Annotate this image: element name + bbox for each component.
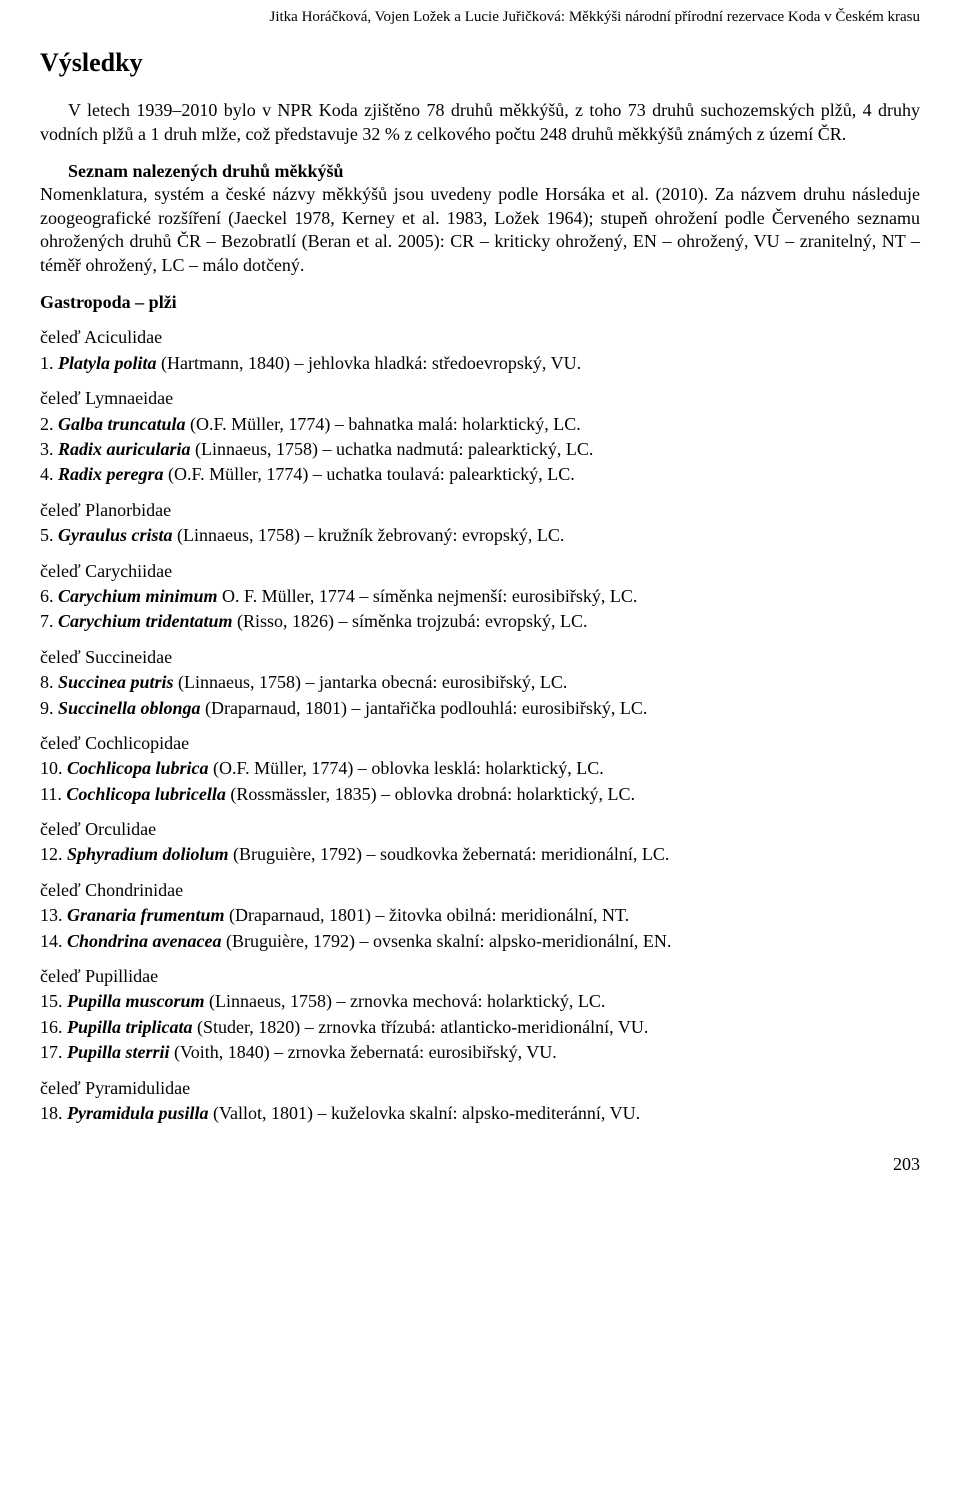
species-desc: (Linnaeus, 1758) – zrnovka mechová: hola… — [205, 991, 606, 1011]
page-title: Výsledky — [40, 46, 920, 80]
species-desc: (O.F. Müller, 1774) – uchatka toulavá: p… — [164, 464, 575, 484]
species-name: Radix peregra — [58, 464, 164, 484]
species-number: 11. — [40, 784, 66, 804]
list-heading: Seznam nalezených druhů měkkýšů — [68, 161, 344, 181]
species-number: 8. — [40, 672, 58, 692]
species-desc: (Draparnaud, 1801) – jantařička podlouhl… — [201, 698, 648, 718]
species-number: 13. — [40, 905, 67, 925]
species-number: 12. — [40, 844, 67, 864]
intro-paragraph-1: V letech 1939–2010 bylo v NPR Koda zjišt… — [40, 99, 920, 146]
species-line: 6. Carychium minimum O. F. Müller, 1774 … — [40, 585, 920, 608]
species-name: Pupilla muscorum — [67, 991, 205, 1011]
species-desc: (Bruguière, 1792) – ovsenka skalní: alps… — [222, 931, 672, 951]
species-desc: (Vallot, 1801) – kuželovka skalní: alpsk… — [209, 1103, 641, 1123]
running-header: Jitka Horáčková, Vojen Ložek a Lucie Juř… — [40, 8, 920, 28]
species-name: Carychium tridentatum — [58, 611, 233, 631]
species-name: Sphyradium doliolum — [67, 844, 229, 864]
species-number: 16. — [40, 1017, 67, 1037]
species-line: 5. Gyraulus crista (Linnaeus, 1758) – kr… — [40, 524, 920, 547]
family-heading: čeleď Cochlicopidae — [40, 732, 920, 755]
species-line: 15. Pupilla muscorum (Linnaeus, 1758) – … — [40, 990, 920, 1013]
species-desc: (O.F. Müller, 1774) – oblovka lesklá: ho… — [209, 758, 604, 778]
species-line: 8. Succinea putris (Linnaeus, 1758) – ja… — [40, 671, 920, 694]
species-line: 4. Radix peregra (O.F. Müller, 1774) – u… — [40, 463, 920, 486]
species-number: 18. — [40, 1103, 67, 1123]
species-name: Gyraulus crista — [58, 525, 173, 545]
species-number: 10. — [40, 758, 67, 778]
family-heading: čeleď Lymnaeidae — [40, 387, 920, 410]
species-line: 9. Succinella oblonga (Draparnaud, 1801)… — [40, 697, 920, 720]
species-number: 14. — [40, 931, 67, 951]
species-number: 3. — [40, 439, 58, 459]
family-heading: čeleď Planorbidae — [40, 499, 920, 522]
species-name: Carychium minimum — [58, 586, 218, 606]
species-line: 12. Sphyradium doliolum (Bruguière, 1792… — [40, 843, 920, 866]
species-desc: (Linnaeus, 1758) – kružník žebrovaný: ev… — [173, 525, 565, 545]
intro-paragraph-2: Seznam nalezených druhů měkkýšů Nomenkla… — [40, 160, 920, 277]
species-name: Chondrina avenacea — [67, 931, 222, 951]
species-desc: (Hartmann, 1840) – jehlovka hladká: stře… — [157, 353, 582, 373]
family-heading: čeleď Aciculidae — [40, 326, 920, 349]
species-number: 4. — [40, 464, 58, 484]
family-heading: čeleď Pupillidae — [40, 965, 920, 988]
species-name: Platyla polita — [58, 353, 157, 373]
species-number: 9. — [40, 698, 58, 718]
species-line: 18. Pyramidula pusilla (Vallot, 1801) – … — [40, 1102, 920, 1125]
family-heading: čeleď Orculidae — [40, 818, 920, 841]
species-name: Succinea putris — [58, 672, 174, 692]
family-heading: čeleď Chondrinidae — [40, 879, 920, 902]
family-heading: čeleď Pyramidulidae — [40, 1077, 920, 1100]
species-line: 3. Radix auricularia (Linnaeus, 1758) – … — [40, 438, 920, 461]
species-number: 5. — [40, 525, 58, 545]
species-line: 14. Chondrina avenacea (Bruguière, 1792)… — [40, 930, 920, 953]
species-number: 2. — [40, 414, 58, 434]
species-desc: (Draparnaud, 1801) – žitovka obilná: mer… — [225, 905, 630, 925]
species-desc: (O.F. Müller, 1774) – bahnatka malá: hol… — [186, 414, 581, 434]
species-desc: (Rossmässler, 1835) – oblovka drobná: ho… — [226, 784, 635, 804]
species-number: 15. — [40, 991, 67, 1011]
species-name: Radix auricularia — [58, 439, 191, 459]
family-heading: čeleď Succineidae — [40, 646, 920, 669]
species-line: 11. Cochlicopa lubricella (Rossmässler, … — [40, 783, 920, 806]
species-number: 17. — [40, 1042, 67, 1062]
species-line: 13. Granaria frumentum (Draparnaud, 1801… — [40, 904, 920, 927]
intro-paragraph-2-text: Nomenklatura, systém a české názvy měkký… — [40, 184, 920, 274]
species-name: Granaria frumentum — [67, 905, 225, 925]
page-number: 203 — [40, 1153, 920, 1176]
species-number: 6. — [40, 586, 58, 606]
family-heading: čeleď Carychiidae — [40, 560, 920, 583]
species-name: Pupilla triplicata — [67, 1017, 193, 1037]
species-line: 10. Cochlicopa lubrica (O.F. Müller, 177… — [40, 757, 920, 780]
species-name: Pyramidula pusilla — [67, 1103, 209, 1123]
species-line: 7. Carychium tridentatum (Risso, 1826) –… — [40, 610, 920, 633]
species-desc: (Risso, 1826) – síměnka trojzubá: evrops… — [233, 611, 588, 631]
species-desc: (Bruguière, 1792) – soudkovka žebernatá:… — [229, 844, 670, 864]
species-line: 17. Pupilla sterrii (Voith, 1840) – zrno… — [40, 1041, 920, 1064]
families-list: čeleď Aciculidae 1. Platyla polita (Hartm… — [40, 326, 920, 1125]
species-desc: (Linnaeus, 1758) – uchatka nadmutá: pale… — [191, 439, 594, 459]
species-desc: O. F. Müller, 1774 – síměnka nejmenší: e… — [218, 586, 638, 606]
species-number: 1. — [40, 353, 58, 373]
species-desc: (Voith, 1840) – zrnovka žebernatá: euros… — [170, 1042, 557, 1062]
species-line: 1. Platyla polita (Hartmann, 1840) – jeh… — [40, 352, 920, 375]
species-line: 2. Galba truncatula (O.F. Müller, 1774) … — [40, 413, 920, 436]
species-desc: (Linnaeus, 1758) – jantarka obecná: euro… — [174, 672, 568, 692]
species-name: Galba truncatula — [58, 414, 186, 434]
gastropoda-heading: Gastropoda – plži — [40, 291, 920, 314]
species-number: 7. — [40, 611, 58, 631]
species-name: Cochlicopa lubrica — [67, 758, 209, 778]
species-line: 16. Pupilla triplicata (Studer, 1820) – … — [40, 1016, 920, 1039]
species-name: Succinella oblonga — [58, 698, 201, 718]
species-desc: (Studer, 1820) – zrnovka třízubá: atlant… — [193, 1017, 649, 1037]
species-name: Pupilla sterrii — [67, 1042, 170, 1062]
species-name: Cochlicopa lubricella — [66, 784, 226, 804]
